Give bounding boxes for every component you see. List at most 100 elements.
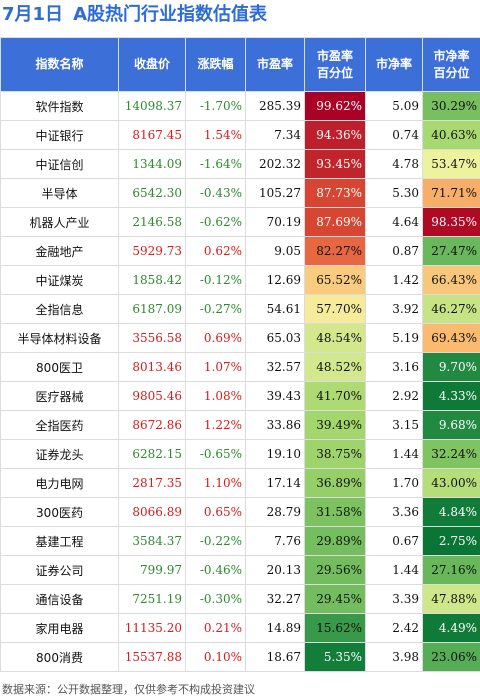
table-row: 电力电网 2817.35 1.10% 17.14 36.89% 1.70 43.00% — [0, 468, 480, 498]
cell-pb: 4.64 — [365, 207, 423, 237]
cell-pe: 14.89 — [245, 613, 305, 643]
table-row: 半导体材料设备 3556.58 0.69% 65.03 48.54% 5.19 69.43% — [0, 323, 480, 353]
cell-pe-percentile: 82.27% — [304, 236, 366, 266]
cell-pe: 7.34 — [245, 120, 305, 150]
cell-change: -1.70% — [185, 91, 246, 121]
title-text: A股热门行业指数估值表 — [73, 4, 267, 25]
cell-pe: 9.05 — [245, 236, 305, 266]
cell-close: 8066.89 — [118, 497, 186, 527]
cell-pb: 3.16 — [365, 352, 423, 382]
cell-change: -0.27% — [185, 294, 246, 324]
cell-index-name: 全指医药 — [0, 410, 119, 440]
cell-pe: 18.67 — [245, 642, 305, 672]
cell-close: 3556.58 — [118, 323, 186, 353]
cell-pb-percentile: 30.29% — [422, 91, 480, 121]
table-row: 中证银行 8167.45 1.54% 7.34 94.36% 0.74 40.63% — [0, 120, 480, 150]
cell-pb: 0.74 — [365, 120, 423, 150]
cell-pb-percentile: 69.43% — [422, 323, 480, 353]
cell-pb: 3.15 — [365, 410, 423, 440]
cell-pe: 33.86 — [245, 410, 305, 440]
cell-close: 799.97 — [118, 555, 186, 585]
cell-pe: 12.69 — [245, 265, 305, 295]
cell-pe-percentile: 48.54% — [304, 323, 366, 353]
cell-close: 6282.15 — [118, 439, 186, 469]
cell-pb-percentile: 71.71% — [422, 178, 480, 208]
cell-change: 1.10% — [185, 468, 246, 498]
valuation-table: 指数名称 收盘价 涨跌幅 市盈率 市盈率 百分位 市净率 市净率 百分位 软件指… — [0, 37, 480, 672]
cell-close: 14098.37 — [118, 91, 186, 121]
table-row: 医疗器械 9805.46 1.08% 39.43 41.70% 2.92 4.33% — [0, 381, 480, 411]
cell-close: 7251.19 — [118, 584, 186, 614]
cell-index-name: 医疗器械 — [0, 381, 119, 411]
header-index-name: 指数名称 — [0, 37, 119, 92]
cell-pe-percentile: 38.75% — [304, 439, 366, 469]
page-title: 7月1日 A股热门行业指数估值表 — [0, 0, 480, 30]
cell-change: 0.10% — [185, 642, 246, 672]
cell-change: 1.22% — [185, 410, 246, 440]
table-row: 全指信息 6187.09 -0.27% 54.61 57.70% 3.92 46.27% — [0, 294, 480, 324]
cell-pe-percentile: 31.58% — [304, 497, 366, 527]
cell-index-name: 半导体 — [0, 178, 119, 208]
cell-pb: 2.92 — [365, 381, 423, 411]
cell-change: 0.21% — [185, 613, 246, 643]
cell-pb: 0.67 — [365, 526, 423, 556]
cell-index-name: 中证煤炭 — [0, 265, 119, 295]
cell-index-name: 基建工程 — [0, 526, 119, 556]
cell-close: 8167.45 — [118, 120, 186, 150]
cell-index-name: 机器人产业 — [0, 207, 119, 237]
cell-pe: 17.14 — [245, 468, 305, 498]
cell-pe-percentile: 99.62% — [304, 91, 366, 121]
cell-pe: 70.19 — [245, 207, 305, 237]
table-row: 家用电器 11135.20 0.21% 14.89 15.62% 2.42 4.49% — [0, 613, 480, 643]
cell-pe: 65.03 — [245, 323, 305, 353]
header-pe: 市盈率 — [245, 37, 305, 92]
cell-change: 1.07% — [185, 352, 246, 382]
cell-pe: 105.27 — [245, 178, 305, 208]
cell-pe: 54.61 — [245, 294, 305, 324]
cell-pe-percentile: 57.70% — [304, 294, 366, 324]
cell-pb-percentile: 40.63% — [422, 120, 480, 150]
cell-pe-percentile: 41.70% — [304, 381, 366, 411]
table-row: 通信设备 7251.19 -0.30% 32.27 29.45% 3.39 47.88% — [0, 584, 480, 614]
table-body: 软件指数 14098.37 -1.70% 285.39 99.62% 5.09 30.29%… — [0, 91, 480, 672]
cell-pe-percentile: 5.35% — [304, 642, 366, 672]
cell-close: 5929.73 — [118, 236, 186, 266]
cell-pe: 28.79 — [245, 497, 305, 527]
cell-close: 2146.58 — [118, 207, 186, 237]
cell-pb-percentile: 66.43% — [422, 265, 480, 295]
cell-pb: 5.19 — [365, 323, 423, 353]
cell-pb-percentile: 53.47% — [422, 149, 480, 179]
cell-change: -0.46% — [185, 555, 246, 585]
cell-pb-percentile: 9.68% — [422, 410, 480, 440]
cell-close: 9805.46 — [118, 381, 186, 411]
cell-index-name: 家用电器 — [0, 613, 119, 643]
cell-change: 1.08% — [185, 381, 246, 411]
cell-index-name: 软件指数 — [0, 91, 119, 121]
cell-pb: 1.70 — [365, 468, 423, 498]
cell-pb-percentile: 4.49% — [422, 613, 480, 643]
cell-close: 11135.20 — [118, 613, 186, 643]
cell-pb: 1.42 — [365, 265, 423, 295]
cell-pe: 285.39 — [245, 91, 305, 121]
table-row: 半导体 6542.30 -0.43% 105.27 87.73% 5.30 71.71% — [0, 178, 480, 208]
cell-change: -0.43% — [185, 178, 246, 208]
cell-change: 0.62% — [185, 236, 246, 266]
cell-change: -1.64% — [185, 149, 246, 179]
cell-index-name: 中证银行 — [0, 120, 119, 150]
table-row: 800消费 15537.88 0.10% 18.67 5.35% 3.98 23.06% — [0, 642, 480, 672]
cell-index-name: 中证信创 — [0, 149, 119, 179]
header-pe-percentile: 市盈率 百分位 — [304, 37, 366, 92]
table-row: 证券龙头 6282.15 -0.65% 19.10 38.75% 1.44 32.24% — [0, 439, 480, 469]
cell-pe-percentile: 65.52% — [304, 265, 366, 295]
cell-pb-percentile: 4.84% — [422, 497, 480, 527]
table-row: 金融地产 5929.73 0.62% 9.05 82.27% 0.87 27.47% — [0, 236, 480, 266]
cell-pb-percentile: 32.24% — [422, 439, 480, 469]
table-row: 证券公司 799.97 -0.46% 20.13 29.56% 1.44 27.16% — [0, 555, 480, 585]
header-pb-percentile: 市净率 百分位 — [422, 37, 480, 92]
table-row: 300医药 8066.89 0.65% 28.79 31.58% 3.36 4.84% — [0, 497, 480, 527]
table-row: 800医卫 8013.46 1.07% 32.57 48.52% 3.16 9.70% — [0, 352, 480, 382]
cell-close: 2817.35 — [118, 468, 186, 498]
header-pb: 市净率 — [365, 37, 423, 92]
cell-change: 0.65% — [185, 497, 246, 527]
header-close: 收盘价 — [118, 37, 186, 92]
